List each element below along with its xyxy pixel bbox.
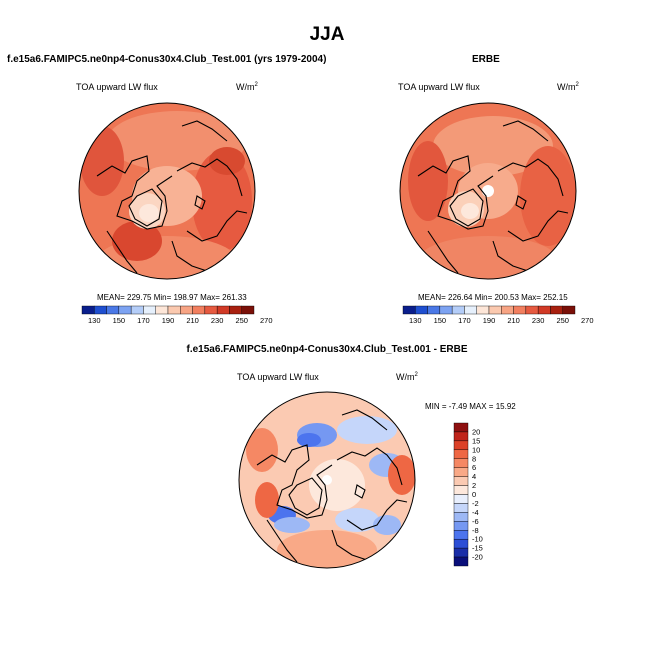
panel2-colorbar-tick-label: 230 xyxy=(532,316,545,325)
panel2-colorbar-swatch xyxy=(488,305,502,315)
panel2-polar-map xyxy=(399,102,577,280)
panel3-colorbar-swatch xyxy=(453,449,469,459)
panel3-colorbar-swatch xyxy=(453,494,469,504)
panel1-colorbar-tick-label: 270 xyxy=(260,316,273,325)
panel3-colorbar-swatch xyxy=(453,467,469,477)
panel3-units-label: W/m2 xyxy=(396,372,418,382)
panel3-colorbar-tick-label: 15 xyxy=(472,436,480,445)
panel2-colorbar-swatch xyxy=(550,305,563,315)
panel3-colorbar-tick-label: -4 xyxy=(472,508,479,517)
panel3-colorbar-swatch xyxy=(453,530,469,540)
panel3-colorbar-tick-label: 10 xyxy=(472,445,480,454)
panel1-polar-map xyxy=(78,102,256,280)
panel2-colorbar-swatch xyxy=(525,305,539,315)
panel1-title: f.e15a6.FAMIPC5.ne0np4-Conus30x4.Club_Te… xyxy=(7,54,327,65)
panel1-colorbar-tick-label: 210 xyxy=(186,316,199,325)
panel3-colorbar-tick-label: 0 xyxy=(472,490,476,499)
panel2-colorbar-swatch xyxy=(439,305,453,315)
panel3-colorbar-tick-label: 4 xyxy=(472,472,476,481)
panel2-colorbar-tick-label: 250 xyxy=(556,316,569,325)
panel2-units-label: W/m2 xyxy=(557,82,579,92)
panel3-colorbar-tick-label: 20 xyxy=(472,427,480,436)
panel3-colorbar-swatch xyxy=(453,458,469,468)
panel1-colorbar-tick-label: 170 xyxy=(137,316,150,325)
panel1-stats: MEAN= 229.75 Min= 198.97 Max= 261.33 xyxy=(97,293,247,302)
panel3-colorbar-tick-label: 2 xyxy=(472,481,476,490)
panel3-colorbar-tick-label: -6 xyxy=(472,517,479,526)
panel2-colorbar-tick-label: 190 xyxy=(483,316,496,325)
panel2-colorbar-swatch xyxy=(415,305,428,315)
panel2-colorbar-tick-label: 150 xyxy=(434,316,447,325)
panel2-colorbar-swatch xyxy=(537,305,551,315)
panel1-colorbar-swatch xyxy=(130,305,144,315)
panel1-colorbar-swatch xyxy=(180,305,193,315)
panel1-colorbar-tick-label: 250 xyxy=(235,316,248,325)
panel2-colorbar-tick-label: 170 xyxy=(458,316,471,325)
panel3-colorbar-swatch xyxy=(453,485,469,495)
panel3-colorbar-tick-label: -8 xyxy=(472,526,479,535)
panel3-colorbar-tick-label: 6 xyxy=(472,463,476,472)
panel1-colorbar-swatch xyxy=(229,305,242,315)
panel3-title: f.e15a6.FAMIPC5.ne0np4-Conus30x4.Club_Te… xyxy=(186,344,468,355)
panel2-colorbar: 130 150 170 190 210 230 250 270 xyxy=(402,305,594,325)
panel3-colorbar-swatch xyxy=(453,521,469,531)
panel3-stats: MIN = -7.49 MAX = 15.92 xyxy=(425,402,516,411)
figure-title: JJA xyxy=(309,24,345,45)
panel1-colorbar-tick-label: 130 xyxy=(88,316,101,325)
panel2-title: ERBE xyxy=(472,54,500,65)
panel1-colorbar-swatch xyxy=(216,305,230,315)
panel3-colorbar-swatch xyxy=(453,422,469,433)
panel2-colorbar-swatch xyxy=(427,305,441,315)
panel2-colorbar-tick-label: 130 xyxy=(409,316,422,325)
panel1-colorbar-swatch xyxy=(204,305,218,315)
panel2-colorbar-tick-label: 270 xyxy=(581,316,594,325)
panel3-colorbar-swatch xyxy=(453,503,469,513)
panel2-colorbar-swatch xyxy=(451,305,465,315)
panel3-colorbar-tick-label: -15 xyxy=(472,544,483,553)
panel3-colorbar-swatch xyxy=(453,440,469,451)
panel1-colorbar-swatch xyxy=(106,305,120,315)
panel1-colorbar: 130 150 170 190 210 230 250 270 xyxy=(81,305,273,325)
panel1-colorbar-tick-label: 150 xyxy=(113,316,126,325)
panel2-colorbar-swatch xyxy=(562,305,576,315)
panel2-colorbar-swatch xyxy=(476,305,490,315)
panel1-colorbar-swatch xyxy=(241,305,255,315)
panel2-stats: MEAN= 226.64 Min= 200.53 Max= 252.15 xyxy=(418,293,568,302)
panel1-colorbar-tick-label: 190 xyxy=(162,316,175,325)
panel1-colorbar-tick-label: 230 xyxy=(211,316,224,325)
panel3-colorbar-swatch xyxy=(453,556,469,567)
panel1-colorbar-swatch xyxy=(118,305,132,315)
panel3-colorbar-swatch xyxy=(453,431,469,442)
panel1-colorbar-swatch xyxy=(155,305,169,315)
panel3-colorbar-swatch xyxy=(453,512,469,522)
panel1-units-label: W/m2 xyxy=(236,82,258,92)
panel3-colorbar-swatch xyxy=(453,538,469,549)
panel2-colorbar-swatch xyxy=(513,305,527,315)
panel2-variable-label: TOA upward LW flux xyxy=(398,82,480,92)
panel1-colorbar-swatch xyxy=(81,305,95,315)
panel3-colorbar-tick-label: -10 xyxy=(472,535,483,544)
panel2-colorbar-swatch xyxy=(501,305,514,315)
panel3-colorbar-swatch xyxy=(453,547,469,558)
panel2-colorbar-tick-label: 210 xyxy=(507,316,520,325)
panel3-polar-map xyxy=(238,391,416,569)
panel2-colorbar-swatch xyxy=(402,305,416,315)
panel3-variable-label: TOA upward LW flux xyxy=(237,372,319,382)
panel1-colorbar-swatch xyxy=(192,305,206,315)
panel1-variable-label: TOA upward LW flux xyxy=(76,82,158,92)
panel3-colorbar-tick-label: -2 xyxy=(472,499,479,508)
panel3-colorbar-swatch xyxy=(453,476,469,486)
panel1-colorbar-swatch xyxy=(143,305,156,315)
panel1-colorbar-swatch xyxy=(167,305,181,315)
panel2-colorbar-swatch xyxy=(464,305,477,315)
panel1-colorbar-swatch xyxy=(94,305,107,315)
panel3-colorbar-tick-label: 8 xyxy=(472,454,476,463)
panel3-colorbar-tick-label: -20 xyxy=(472,553,483,562)
